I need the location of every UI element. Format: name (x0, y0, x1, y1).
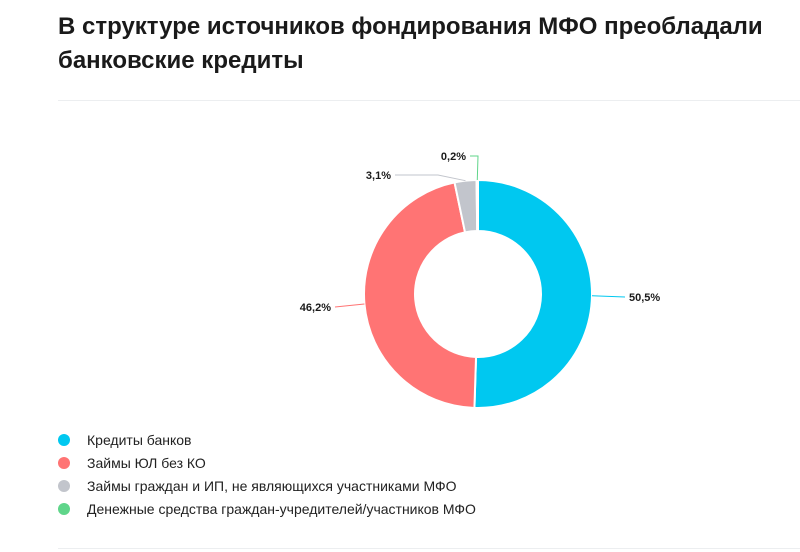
legend-marker-3 (58, 502, 70, 515)
donut-slice-1[interactable] (363, 181, 478, 409)
donut-chart: 50,5% 46,2% 3,1% 0,2% (300, 151, 660, 409)
legend-item[interactable]: Займы ЮЛ без КО (58, 451, 476, 474)
top-divider (58, 100, 800, 101)
legend-item[interactable]: Кредиты банков (58, 428, 476, 451)
legend-marker-2 (58, 479, 70, 492)
legend-marker-0 (58, 433, 70, 446)
donut-slice-3[interactable] (475, 178, 479, 233)
data-label-0: 50,5% (629, 292, 660, 304)
leader-line-2 (395, 174, 466, 182)
data-label-1: 46,2% (300, 302, 331, 314)
data-label-3: 0,2% (441, 151, 466, 163)
donut-slice-0[interactable] (473, 178, 593, 409)
legend-label: Займы граждан и ИП, не являющихся участн… (87, 477, 457, 494)
legend: Кредиты банков Займы ЮЛ без КО Займы гра… (58, 428, 476, 520)
legend-label: Кредиты банков (87, 431, 192, 448)
legend-label: Денежные средства граждан-учредителей/уч… (87, 500, 476, 517)
bottom-divider (58, 548, 800, 549)
leader-line-0 (591, 295, 626, 298)
leader-line-1 (334, 303, 365, 308)
legend-item[interactable]: Денежные средства граждан-учредителей/уч… (58, 497, 476, 520)
legend-label: Займы ЮЛ без КО (87, 454, 206, 471)
legend-item[interactable]: Займы граждан и ИП, не являющихся участн… (58, 474, 476, 497)
data-label-2: 3,1% (366, 170, 391, 182)
chart-title: В структуре источников фондирования МФО … (58, 13, 763, 74)
legend-marker-1 (58, 456, 70, 469)
leader-line-3 (470, 155, 479, 181)
